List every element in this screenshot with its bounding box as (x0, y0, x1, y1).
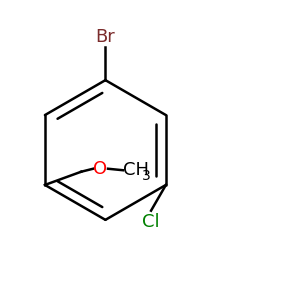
Text: Cl: Cl (142, 213, 160, 231)
Text: O: O (94, 160, 108, 178)
Text: Br: Br (95, 28, 115, 46)
Text: 3: 3 (142, 169, 150, 183)
Text: CH: CH (123, 161, 149, 179)
